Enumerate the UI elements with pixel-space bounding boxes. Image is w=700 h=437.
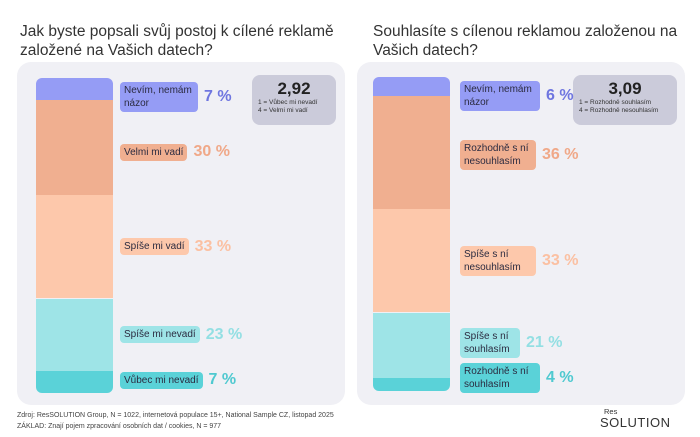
segment-label: Rozhodně s ní nesouhlasím 36 % (460, 140, 578, 170)
value-label: 7 % (208, 371, 237, 388)
value-label: 23 % (205, 325, 243, 343)
scale-note: 1 = Rozhodně souhlasím (579, 99, 652, 106)
chart-title-2: Souhlasíte s cílenou reklamou založenou … (373, 23, 678, 59)
source-note: Zdroj: ResSOLUTION Group, N = 1022, inte… (17, 412, 334, 419)
category-label: Rozhodně s ní souhlasím (460, 363, 540, 393)
category-label: Vůbec mi nevadí (120, 371, 203, 389)
category-label: Nevím, nemám názor (460, 81, 540, 111)
segment-label: Rozhodně s ní souhlasím 4 % (460, 363, 574, 393)
logo: SOLUTION (600, 415, 671, 430)
scale-note: 4 = Rozhodně nesouhlasím (579, 107, 659, 114)
category-label: Spíše s ní nesouhlasím (460, 245, 536, 276)
scale-note: 1 = Vůbec mi nevadí (258, 99, 318, 106)
value-label: 33 % (542, 251, 579, 269)
chart-title-1: Jak byste popsali svůj postoj k cílené r… (20, 23, 334, 59)
segment-label: Spíše mi nevadí 23 % (120, 326, 242, 344)
base-note: ZÁKLAD: Znají pojem zpracování osobních … (17, 423, 222, 430)
bar-segment (36, 194, 113, 299)
category-label: Spíše mi nevadí (120, 326, 200, 344)
value-label: 33 % (194, 237, 232, 255)
value-label: 36 % (542, 146, 579, 163)
value-label: 7 % (204, 88, 232, 105)
segment-label: Nevím, nemám názor 7 % (120, 82, 232, 112)
segment-label: Velmi mi vadí 30 % (120, 143, 230, 161)
bar-segment (373, 312, 450, 379)
average-value: 3,09 (608, 79, 642, 98)
category-label: Spíše mi vadí (120, 238, 189, 256)
value-label: 6 % (546, 87, 574, 104)
segment-label: Spíše s ní souhlasím 21 % (460, 328, 563, 359)
chart-panel-1: 2,92 1 = Vůbec mi nevadí 4 = Velmi mi va… (17, 62, 345, 405)
category-label: Rozhodně s ní nesouhlasím (460, 140, 536, 170)
value-label: 30 % (193, 143, 230, 160)
value-label: 21 % (526, 334, 563, 352)
average-box: 3,09 1 = Rozhodně souhlasím 4 = Rozhodně… (573, 75, 677, 125)
segment-label: Spíše mi vadí 33 % (120, 238, 231, 256)
average-value: 2,92 (277, 79, 311, 98)
category-label: Spíše s ní souhlasím (460, 328, 520, 359)
segment-label: Vůbec mi nevadí 7 % (120, 371, 236, 389)
stacked-bar (373, 77, 450, 391)
bar-segment (373, 378, 450, 391)
chart-panel-2: 3,09 1 = Rozhodně souhlasím 4 = Rozhodně… (357, 62, 685, 405)
stacked-bar (36, 78, 113, 393)
scale-note: 4 = Velmi mi vadí (258, 107, 308, 114)
bar-segment (36, 78, 113, 101)
category-label: Nevím, nemám názor (120, 82, 198, 112)
bar-segment (36, 298, 113, 371)
average-box: 2,92 1 = Vůbec mi nevadí 4 = Velmi mi va… (252, 75, 336, 125)
value-label: 4 % (546, 369, 574, 386)
segment-label: Nevím, nemám názor 6 % (460, 81, 574, 111)
logo: Res (604, 407, 618, 416)
segment-label: Spíše s ní nesouhlasím 33 % (460, 245, 579, 276)
category-label: Velmi mi vadí (120, 143, 188, 161)
bar-segment (373, 208, 450, 313)
bar-segment (36, 370, 113, 393)
bar-segment (36, 100, 113, 195)
bar-segment (373, 77, 450, 96)
bar-segment (373, 95, 450, 209)
